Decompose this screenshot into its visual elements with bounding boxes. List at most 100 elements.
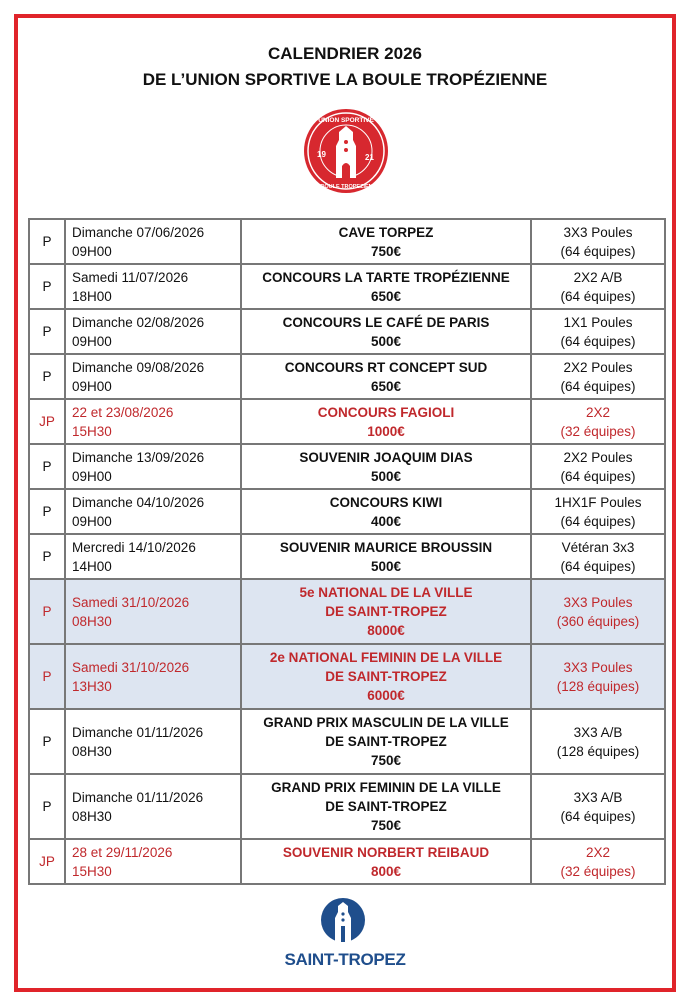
prize: 750€ [370,753,402,768]
table-row: P Samedi 31/10/2026 08H30 5e NATIONAL DE … [28,578,666,645]
table-row: JP 22 et 23/08/2026 15H30 CONCOURS FAGIOL… [28,398,666,445]
teams: (64 équipes) [560,378,636,394]
event-name: SOUVENIR MAURICE BROUSSIN [279,539,493,555]
event-name: SOUVENIR NORBERT REIBAUD [282,844,490,860]
prize: 750€ [370,818,402,833]
format: 2X2 Poules [563,449,633,465]
table-row: P Mercredi 14/10/2026 14H00 SOUVENIR MAUR… [28,533,666,580]
category: P [28,308,66,355]
format: 3X3 Poules [563,659,633,675]
prize: 1000€ [367,423,405,439]
table-row: P Samedi 11/07/2026 18H00 CONCOURS LA TAR… [28,263,666,310]
event-name: CAVE TORPEZ [338,224,434,240]
teams: (64 équipes) [560,468,636,484]
teams: (32 équipes) [560,423,636,439]
category: JP [28,838,66,885]
event-name: CONCOURS RT CONCEPT SUD [284,359,488,375]
date: Dimanche 04/10/2026 [72,494,205,510]
category: P [28,263,66,310]
prize: 750€ [370,243,402,259]
date: Samedi 11/07/2026 [72,269,189,285]
svg-text:LA BOULE TROPEZIENNE: LA BOULE TROPEZIENNE [312,184,381,190]
time: 09H00 [72,468,112,484]
teams: (360 équipes) [556,613,640,629]
teams: (64 équipes) [560,288,636,304]
time: 09H00 [72,243,112,259]
teams: (64 équipes) [560,513,636,529]
page-border [14,14,676,992]
date: Dimanche 09/08/2026 [72,359,205,375]
teams: (32 équipes) [560,863,636,879]
category: P [28,643,66,710]
table-row: P Dimanche 02/08/2026 09H00 CONCOURS LE C… [28,308,666,355]
event-name: GRAND PRIX MASCULIN DE LA VILLE [263,715,509,730]
date: 28 et 29/11/2026 [72,844,173,860]
date: Samedi 31/10/2026 [72,594,190,610]
date: Dimanche 02/08/2026 [72,314,205,330]
event-name: CONCOURS LE CAFÉ DE PARIS [282,314,490,330]
teams: (128 équipes) [556,743,640,759]
format: Vétéran 3x3 [561,539,635,555]
time: 09H00 [72,333,112,349]
category: P [28,353,66,400]
svg-text:19: 19 [317,150,326,159]
category: P [28,578,66,645]
date: Dimanche 13/09/2026 [72,449,205,465]
time: 08H30 [72,613,112,629]
event-name: CONCOURS LA TARTE TROPÉZIENNE [262,269,510,285]
date: 22 et 23/08/2026 [72,404,174,420]
teams: (64 équipes) [560,558,636,574]
time: 13H30 [72,678,112,694]
format: 1HX1F Poules [554,494,642,510]
category: P [28,773,66,840]
time: 15H30 [72,863,112,879]
category: P [28,218,66,265]
svg-text:21: 21 [365,153,374,162]
format: 1X1 Poules [563,314,633,330]
category: JP [28,398,66,445]
category: P [28,533,66,580]
event-name: CONCOURS KIWI [329,494,443,510]
time: 09H00 [72,378,112,394]
event-name: DE SAINT-TROPEZ [325,799,447,814]
club-logo: 19 21 UNION SPORTIVE LA BOULE TROPEZIENN… [304,109,388,193]
title-line-1: CALENDRIER 2026 [268,44,422,63]
table-row: JP 28 et 29/11/2026 15H30 SOUVENIR NORBER… [28,838,666,885]
table-row: P Dimanche 13/09/2026 09H00 SOUVENIR JOAQ… [28,443,666,490]
table-row: P Dimanche 09/08/2026 09H00 CONCOURS RT C… [28,353,666,400]
event-name: DE SAINT-TROPEZ [325,734,447,749]
table-row: P Dimanche 01/11/2026 08H30 GRAND PRIX FE… [28,773,666,840]
time: 14H00 [72,558,112,574]
time: 15H30 [72,423,112,439]
format: 3X3 Poules [563,224,633,240]
format: 3X3 Poules [563,594,633,610]
svg-text:UNION SPORTIVE: UNION SPORTIVE [318,117,374,124]
table-row: P Dimanche 04/10/2026 09H00 CONCOURS KIWI… [28,488,666,535]
calendar-table: P Dimanche 07/06/2026 09H00 CAVE TORPEZ 75… [28,218,666,885]
prize: 500€ [370,468,402,484]
prize: 800€ [370,863,402,879]
prize: 500€ [370,558,402,574]
category: P [28,443,66,490]
format: 2X2 Poules [563,359,633,375]
saint-tropez-name: SAINT-TROPEZ [284,950,406,969]
event-name: 5e NATIONAL DE LA VILLE [299,585,473,600]
event-name: 2e NATIONAL FEMININ DE LA VILLE [269,650,503,665]
format: 2X2 A/B [573,269,623,285]
teams: (64 équipes) [560,333,636,349]
time: 08H30 [72,808,112,824]
table-row: P Samedi 31/10/2026 13H30 2e NATIONAL FEM… [28,643,666,710]
date: Dimanche 01/11/2026 [72,724,204,740]
teams: (64 équipes) [560,808,636,824]
time: 09H00 [72,513,112,529]
date: Mercredi 14/10/2026 [72,539,196,555]
date: Dimanche 07/06/2026 [72,224,205,240]
prize: 650€ [370,378,402,394]
prize: 650€ [370,288,402,304]
prize: 400€ [370,513,402,529]
event-name: SOUVENIR JOAQUIM DIAS [299,449,473,465]
prize: 500€ [370,333,402,349]
format: 3X3 A/B [573,724,623,740]
time: 08H30 [72,743,112,759]
event-name: GRAND PRIX FEMININ DE LA VILLE [271,780,501,795]
